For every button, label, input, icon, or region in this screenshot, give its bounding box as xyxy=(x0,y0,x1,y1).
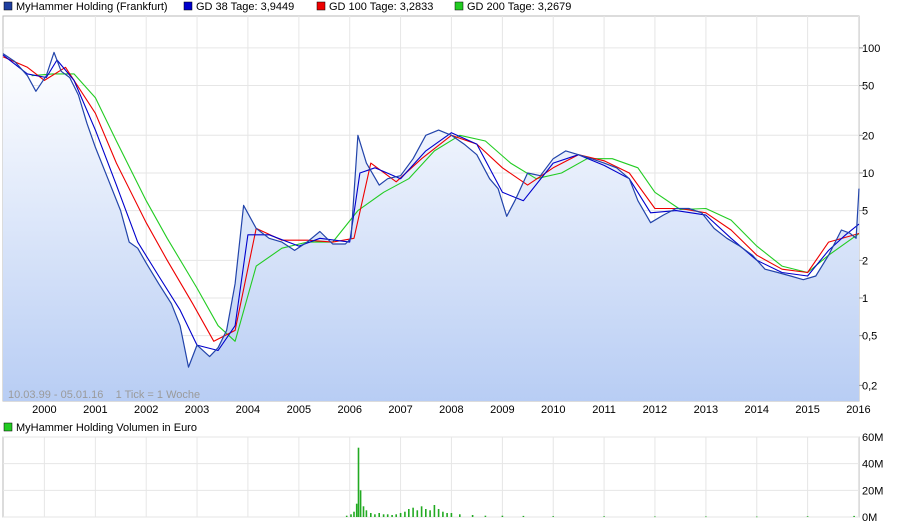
volume-bar xyxy=(437,509,440,517)
volume-grid xyxy=(3,436,859,518)
x-tick-label: 2013 xyxy=(694,404,718,416)
volume-bar xyxy=(552,516,554,517)
gd200-line xyxy=(31,73,860,342)
x-tick-label: 2007 xyxy=(388,404,412,416)
volume-legend: MyHammer Holding Volumen in Euro xyxy=(3,422,197,434)
volume-bar xyxy=(399,513,402,517)
volume-bar xyxy=(484,515,487,517)
legend-label-gd200: GD 200 Tage: 3,2679 xyxy=(467,1,571,13)
info-text: 10.03.99 - 05.01.16 1 Tick = 1 Woche xyxy=(8,389,200,401)
volume-bar xyxy=(705,516,707,518)
y-tick-label: 100 xyxy=(862,43,880,55)
x-tick-label: 2009 xyxy=(490,404,514,416)
volume-legend-label: MyHammer Holding Volumen in Euro xyxy=(16,422,197,434)
volume-plot-frame xyxy=(2,436,860,518)
volume-bar xyxy=(806,516,809,517)
y-tick-label: 20 xyxy=(862,130,874,142)
volume-bar xyxy=(395,514,397,517)
y-tick-label: 1 xyxy=(862,293,868,305)
y-tick-label: 50 xyxy=(862,81,874,93)
x-axis: 2000 2001 2002 2003 2004 2005 2006 2007 2008 2009… xyxy=(32,404,871,416)
volume-bar xyxy=(442,511,444,517)
volume-bar xyxy=(501,515,504,517)
x-tick-label: 2000 xyxy=(32,404,56,416)
legend-swatch-price xyxy=(3,1,13,11)
volume-bar xyxy=(756,516,758,518)
price-lines xyxy=(2,51,860,368)
y-tick-label: 2 xyxy=(862,255,868,267)
volume-bar xyxy=(408,509,410,517)
x-tick-label: 2010 xyxy=(541,404,565,416)
volume-bar xyxy=(603,516,605,517)
volume-legend-swatch xyxy=(3,422,13,432)
volume-bar xyxy=(404,511,406,517)
volume-bar xyxy=(429,510,431,517)
x-tick-label: 2015 xyxy=(795,404,819,416)
volume-bar xyxy=(353,511,355,517)
volume-bar xyxy=(459,514,461,517)
y-tick-label: 0,5 xyxy=(862,331,877,343)
volume-bar xyxy=(357,447,360,517)
x-tick-label: 2006 xyxy=(337,404,361,416)
vol-y-tick-label: 0M xyxy=(862,512,877,524)
price-area-fill xyxy=(3,52,859,402)
price-line xyxy=(2,51,860,368)
volume-bar xyxy=(446,513,448,517)
x-tick-label: 2004 xyxy=(236,404,260,416)
volume-bar xyxy=(522,515,525,517)
y-tick-label: 10 xyxy=(862,168,874,180)
volume-bar xyxy=(433,505,436,517)
y-tick-label: 5 xyxy=(862,206,868,218)
volume-panel: 60M 40M 20M 0M xyxy=(2,432,883,524)
legend: MyHammer Holding (Frankfurt) GD 38 Tage:… xyxy=(3,1,571,13)
x-tick-label: 2005 xyxy=(287,404,311,416)
volume-bar xyxy=(853,515,855,517)
x-tick-label: 2002 xyxy=(134,404,158,416)
price-panel: 100 50 20 10 5 2 1 0,5 0,2 10.03.99 - 05.01.16 1… xyxy=(2,15,880,402)
legend-label-gd38: GD 38 Tage: 3,9449 xyxy=(196,1,294,13)
legend-swatch-gd38 xyxy=(183,1,193,11)
vol-y-tick-label: 20M xyxy=(862,485,883,497)
volume-bar xyxy=(386,514,389,517)
legend-label-gd100: GD 100 Tage: 3,2833 xyxy=(329,1,433,13)
volume-bar xyxy=(382,514,385,517)
legend-swatch-gd200 xyxy=(454,1,464,11)
volume-bar xyxy=(365,510,368,517)
volume-bar xyxy=(355,503,358,517)
volume-y-axis: 60M 40M 20M 0M xyxy=(862,432,883,524)
volume-bar xyxy=(391,515,393,517)
volume-bar xyxy=(471,515,474,517)
volume-bar xyxy=(420,506,423,517)
x-tick-label: 2003 xyxy=(185,404,209,416)
volume-bar xyxy=(654,516,656,518)
volume-bar xyxy=(370,513,372,517)
legend-label-price: MyHammer Holding (Frankfurt) xyxy=(16,1,168,13)
volume-bar xyxy=(412,507,414,517)
x-tick-label: 2014 xyxy=(745,404,769,416)
volume-bar xyxy=(362,506,365,517)
legend-swatch-gd100 xyxy=(316,1,326,11)
x-tick-label: 2008 xyxy=(439,404,463,416)
volume-bar xyxy=(350,514,352,517)
x-tick-label: 2016 xyxy=(846,404,870,416)
x-tick-label: 2011 xyxy=(592,404,616,416)
volume-bar xyxy=(378,513,380,517)
vol-y-tick-label: 40M xyxy=(862,459,883,471)
vol-y-tick-label: 60M xyxy=(862,432,883,444)
volume-bar xyxy=(416,510,419,517)
y-tick-label: 0,2 xyxy=(862,380,877,392)
price-area xyxy=(3,52,859,402)
volume-bar xyxy=(374,514,376,517)
x-tick-label: 2001 xyxy=(83,404,107,416)
volume-bars xyxy=(345,447,855,518)
volume-bar xyxy=(359,490,362,517)
gd38-line xyxy=(2,54,860,352)
price-y-axis: 100 50 20 10 5 2 1 0,5 0,2 xyxy=(859,43,880,392)
volume-bar xyxy=(425,509,427,517)
volume-bar xyxy=(450,513,453,517)
x-tick-label: 2012 xyxy=(643,404,667,416)
volume-bar xyxy=(345,515,348,517)
